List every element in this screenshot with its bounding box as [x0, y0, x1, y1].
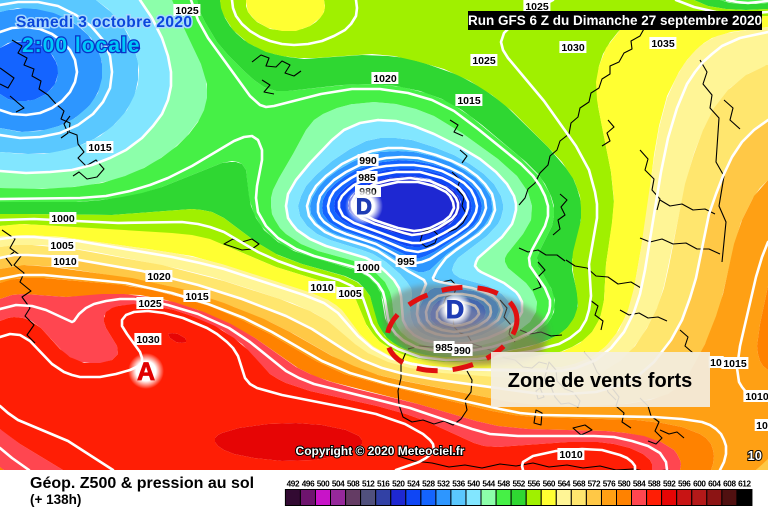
svg-text:508: 508 [347, 480, 360, 489]
svg-text:492: 492 [287, 480, 300, 489]
svg-text:Run GFS 6 Z du Dimanche 27 sep: Run GFS 6 Z du Dimanche 27 septembre 202… [468, 13, 762, 28]
svg-text:560: 560 [543, 480, 556, 489]
svg-text:604: 604 [708, 480, 721, 489]
svg-text:Copyright © 2020 Meteociel.fr: Copyright © 2020 Meteociel.fr [296, 444, 465, 458]
svg-text:985: 985 [358, 172, 376, 184]
svg-text:(+ 138h): (+ 138h) [30, 492, 81, 507]
svg-text:1025: 1025 [138, 298, 162, 310]
svg-text:1015: 1015 [185, 291, 209, 303]
svg-text:1030: 1030 [561, 42, 585, 54]
svg-text:612: 612 [738, 480, 751, 489]
svg-text:536: 536 [452, 480, 465, 489]
svg-text:1000: 1000 [51, 213, 75, 225]
svg-text:1005: 1005 [50, 240, 74, 252]
svg-text:592: 592 [663, 480, 676, 489]
svg-text:D: D [356, 194, 372, 219]
svg-text:2:00 locale: 2:00 locale [22, 34, 140, 57]
svg-text:D: D [446, 296, 464, 324]
svg-text:584: 584 [633, 480, 646, 489]
svg-text:10: 10 [748, 448, 762, 463]
svg-text:540: 540 [467, 480, 480, 489]
svg-text:10: 10 [710, 357, 722, 369]
svg-text:985: 985 [435, 342, 453, 354]
svg-text:1000: 1000 [356, 262, 380, 274]
svg-text:1025: 1025 [525, 1, 549, 13]
svg-text:10: 10 [756, 420, 768, 432]
svg-text:512: 512 [362, 480, 375, 489]
svg-text:532: 532 [437, 480, 450, 489]
svg-text:568: 568 [573, 480, 586, 489]
svg-text:1005: 1005 [338, 288, 362, 300]
svg-text:1010: 1010 [53, 256, 77, 268]
svg-text:504: 504 [332, 480, 345, 489]
svg-text:544: 544 [482, 480, 495, 489]
svg-text:1020: 1020 [373, 73, 397, 85]
svg-text:556: 556 [527, 480, 540, 489]
svg-text:576: 576 [603, 480, 616, 489]
svg-text:A: A [137, 358, 155, 386]
svg-text:1025: 1025 [175, 5, 199, 17]
svg-text:1010: 1010 [745, 391, 768, 403]
svg-text:580: 580 [618, 480, 631, 489]
svg-text:596: 596 [678, 480, 691, 489]
svg-text:528: 528 [422, 480, 435, 489]
svg-text:524: 524 [407, 480, 420, 489]
svg-text:516: 516 [377, 480, 390, 489]
svg-text:Zone de vents forts: Zone de vents forts [508, 370, 692, 392]
svg-text:608: 608 [723, 480, 736, 489]
svg-text:Géop. Z500 & pression au sol: Géop. Z500 & pression au sol [30, 475, 254, 492]
svg-text:572: 572 [588, 480, 601, 489]
svg-text:1015: 1015 [457, 95, 481, 107]
svg-text:1020: 1020 [147, 271, 171, 283]
svg-text:1010: 1010 [559, 449, 583, 461]
svg-text:995: 995 [397, 256, 415, 268]
svg-text:500: 500 [317, 480, 330, 489]
svg-text:496: 496 [302, 480, 315, 489]
svg-text:990: 990 [359, 155, 377, 167]
svg-text:552: 552 [512, 480, 525, 489]
svg-text:600: 600 [693, 480, 706, 489]
svg-text:1010: 1010 [310, 282, 334, 294]
svg-text:Samedi 3 octobre 2020: Samedi 3 octobre 2020 [16, 14, 192, 31]
svg-text:548: 548 [497, 480, 510, 489]
svg-text:1035: 1035 [651, 38, 675, 50]
svg-text:520: 520 [392, 480, 405, 489]
svg-text:1015: 1015 [723, 358, 747, 370]
svg-text:1015: 1015 [88, 142, 112, 154]
svg-text:1025: 1025 [472, 55, 496, 67]
svg-text:564: 564 [558, 480, 571, 489]
svg-text:990: 990 [453, 345, 471, 357]
svg-text:588: 588 [648, 480, 661, 489]
svg-text:1030: 1030 [136, 334, 160, 346]
